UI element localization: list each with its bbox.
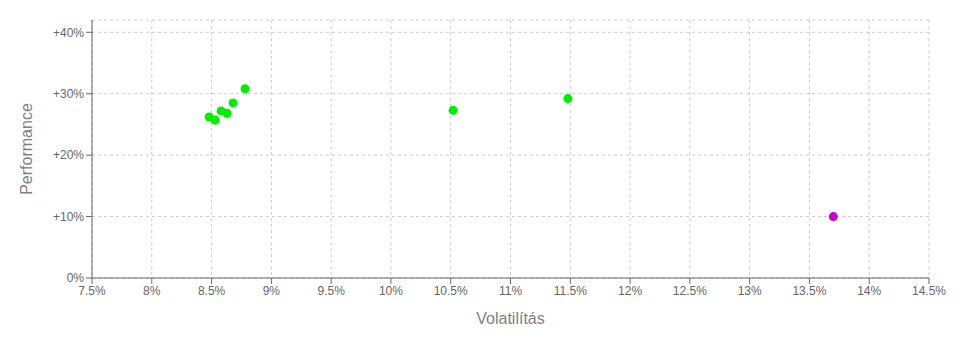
svg-text:+20%: +20%	[53, 148, 84, 162]
svg-text:14%: 14%	[857, 284, 881, 298]
svg-text:8.5%: 8.5%	[198, 284, 226, 298]
svg-text:+30%: +30%	[53, 87, 84, 101]
svg-text:+40%: +40%	[53, 26, 84, 40]
svg-text:8%: 8%	[143, 284, 161, 298]
svg-text:12%: 12%	[618, 284, 642, 298]
svg-text:+10%: +10%	[53, 210, 84, 224]
svg-text:Volatilítás: Volatilítás	[476, 310, 544, 327]
svg-text:7.5%: 7.5%	[78, 284, 106, 298]
svg-text:9%: 9%	[263, 284, 281, 298]
svg-text:10%: 10%	[379, 284, 403, 298]
svg-text:11.5%: 11.5%	[554, 284, 587, 298]
svg-text:12.5%: 12.5%	[673, 284, 707, 298]
svg-text:13.5%: 13.5%	[792, 284, 826, 298]
svg-text:Performance: Performance	[18, 103, 35, 195]
svg-text:14.5%: 14.5%	[912, 284, 946, 298]
svg-text:0%: 0%	[67, 271, 85, 285]
svg-text:13%: 13%	[738, 284, 762, 298]
svg-text:9.5%: 9.5%	[317, 284, 345, 298]
svg-text:10.5%: 10.5%	[434, 284, 468, 298]
svg-text:11%: 11%	[499, 284, 522, 298]
